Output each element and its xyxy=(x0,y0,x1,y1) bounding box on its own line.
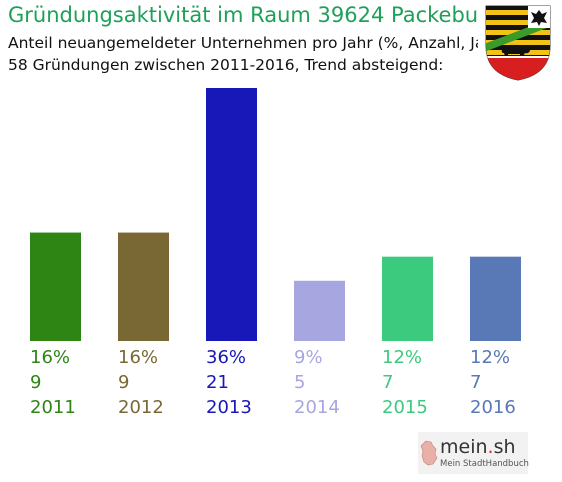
chart-title: Gründungsaktivität im Raum 39624 Packebu… xyxy=(8,3,514,27)
percent-label-2015: 12% xyxy=(382,347,423,368)
bar-2011 xyxy=(30,232,81,341)
percent-label-2011: 16% xyxy=(30,347,71,368)
logo-text: mein.sh xyxy=(440,436,516,458)
count-label-2014: 5 xyxy=(294,372,306,393)
year-label-2012: 2012 xyxy=(118,397,164,418)
logo-tagline: Mein StadtHandbuch xyxy=(440,459,529,469)
count-label-2013: 21 xyxy=(206,372,229,393)
count-label-2012: 9 xyxy=(118,372,130,393)
year-label-2013: 2013 xyxy=(206,397,252,418)
count-label-2015: 7 xyxy=(382,372,394,393)
year-label-2015: 2015 xyxy=(382,397,428,418)
percent-label-2014: 9% xyxy=(294,347,323,368)
chart-subtitle-line-2: 58 Gründungen zwischen 2011-2016, Trend … xyxy=(8,56,444,74)
year-label-2011: 2011 xyxy=(30,397,76,418)
bar-2015 xyxy=(382,256,433,341)
bar-2012 xyxy=(118,232,169,341)
count-label-2016: 7 xyxy=(470,372,482,393)
bar-2014 xyxy=(294,280,345,341)
count-label-2011: 9 xyxy=(30,372,42,393)
mein-sh-logo[interactable]: mein.sh Mein StadtHandbuch xyxy=(418,432,529,474)
year-label-2016: 2016 xyxy=(470,397,516,418)
germany-map-icon xyxy=(420,440,438,466)
year-label-2014: 2014 xyxy=(294,397,340,418)
bar-2013 xyxy=(206,88,257,341)
percent-label-2013: 36% xyxy=(206,347,247,368)
percent-label-2012: 16% xyxy=(118,347,159,368)
percent-label-2016: 12% xyxy=(470,347,511,368)
chart-subtitle-line-1: Anteil neuangemeldeter Unternehmen pro J… xyxy=(8,34,507,52)
coat-of-arms-icon xyxy=(478,0,558,82)
bar-2016 xyxy=(470,256,521,341)
